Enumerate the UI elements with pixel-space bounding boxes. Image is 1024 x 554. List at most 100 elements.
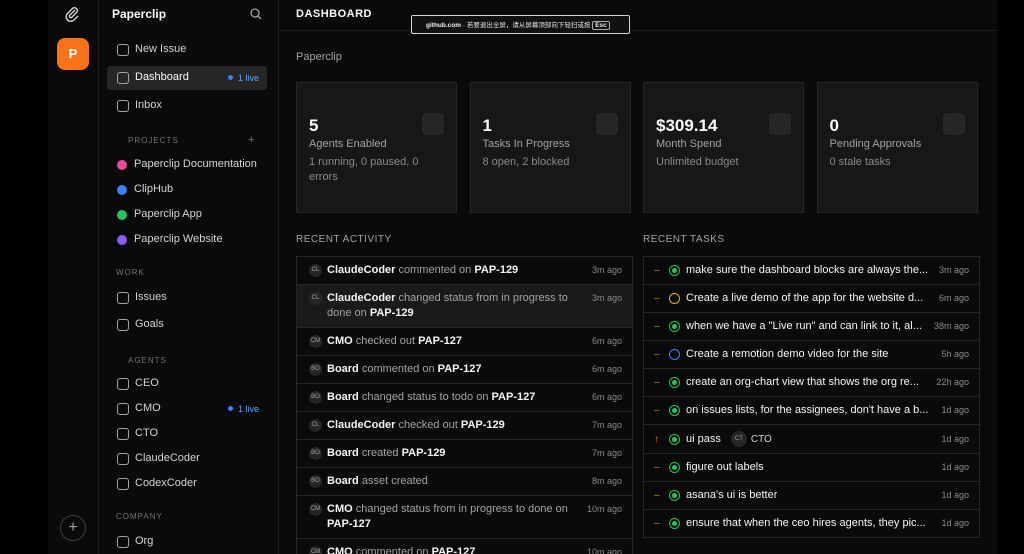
- project-dot: [117, 185, 127, 195]
- actor-avatar: CM: [309, 335, 322, 348]
- status-dot: [672, 521, 677, 526]
- metric-card: 5 Agents Enabled 1 running, 0 paused, 0 er…: [296, 82, 457, 213]
- actor-name: CMO: [327, 503, 353, 515]
- activity-row[interactable]: CL ClaudeCoder checked out PAP-129 7m ago: [297, 412, 632, 440]
- actor-avatar: CL: [309, 264, 322, 277]
- activity-text: Board asset created: [327, 474, 577, 489]
- task-row[interactable]: – Create a remotion demo video for the si…: [644, 341, 979, 369]
- add-company-button[interactable]: +: [60, 515, 86, 541]
- activity-time: 6m ago: [591, 336, 622, 346]
- activity-action: checked out: [355, 335, 416, 347]
- activity-text: CMO changed status from in progress to d…: [327, 502, 577, 532]
- task-title: Create a live demo of the app for the we…: [686, 292, 924, 304]
- logo-icon: [65, 7, 79, 22]
- task-title: create an org-chart view that shows the …: [686, 376, 919, 388]
- activity-row[interactable]: BO Board commented on PAP-127 6m ago: [297, 356, 632, 384]
- nav-item[interactable]: CMO 1 live: [107, 397, 267, 421]
- section-heading: PROJECTS: [128, 136, 179, 145]
- actor-avatar: BO: [309, 447, 322, 460]
- nav-item[interactable]: ClaudeCoder: [107, 447, 267, 471]
- live-badge: 1 live: [228, 404, 259, 414]
- nav-item[interactable]: Issues: [107, 286, 267, 310]
- activity-time: 7m ago: [591, 420, 622, 430]
- activity-action: commented on: [355, 546, 429, 554]
- activity-row[interactable]: CL ClaudeCoder commented on PAP-129 3m ago: [297, 257, 632, 285]
- card-icon: [422, 113, 444, 135]
- activity-time: 7m ago: [591, 448, 622, 458]
- nav-label: CEO: [135, 377, 159, 389]
- nav-item[interactable]: Paperclip App: [107, 203, 267, 227]
- task-row[interactable]: – when we have a "Live run" and can link …: [644, 313, 979, 341]
- actor-name: Board: [327, 475, 359, 487]
- nav-item[interactable]: CTO: [107, 422, 267, 446]
- nav-item[interactable]: Inbox: [107, 94, 267, 118]
- nav-item[interactable]: Paperclip Documentation: [107, 153, 267, 177]
- nav-icon: [117, 100, 129, 112]
- task-time: 1d ago: [941, 462, 969, 472]
- activity-action: changed status from in progress to done …: [355, 503, 568, 515]
- activity-heading: RECENT ACTIVITY: [296, 234, 392, 245]
- status-icon: [669, 265, 680, 276]
- activity-row[interactable]: CL ClaudeCoder changed status from in pro…: [297, 285, 632, 328]
- card-icon: [595, 113, 618, 135]
- activity-row[interactable]: CM CMO commented on PAP-127 10m ago: [297, 539, 632, 554]
- nav-item[interactable]: Paperclip Website: [107, 228, 267, 252]
- task-title: asana's ui is better: [686, 489, 778, 501]
- nav-item[interactable]: CEO: [107, 372, 267, 396]
- task-row[interactable]: ↑ ui pass CT CTO 1d ago: [644, 425, 979, 454]
- task-time: 1d ago: [941, 405, 969, 415]
- task-title: on issues lists, for the assignees, don'…: [686, 404, 929, 416]
- company-avatar[interactable]: P: [57, 38, 89, 70]
- task-title: ui pass: [686, 432, 721, 445]
- nav-icon: [117, 72, 129, 84]
- nav-item[interactable]: CodexCoder: [107, 472, 267, 496]
- task-row[interactable]: – make sure the dashboard blocks are alwa…: [644, 257, 979, 285]
- actor-avatar: CM: [309, 546, 322, 554]
- status-icon: [669, 377, 680, 388]
- task-row[interactable]: – figure out labels 1d ago: [644, 454, 979, 482]
- nav-label: Paperclip Website: [134, 233, 223, 245]
- task-row[interactable]: – on issues lists, for the assignees, don…: [644, 397, 979, 425]
- nav-icon: [117, 403, 129, 415]
- sidebar-title: Paperclip: [112, 7, 167, 21]
- nav-label: Dashboard: [135, 71, 189, 83]
- issue-ref: PAP-127: [437, 363, 482, 375]
- activity-row[interactable]: BO Board changed status to todo on PAP-12…: [297, 384, 632, 412]
- issue-ref: PAP-129: [401, 447, 446, 459]
- actor-avatar: CL: [309, 419, 322, 432]
- activity-row[interactable]: BO Board asset created 8m ago: [297, 468, 632, 496]
- activity-text: Board commented on PAP-127: [327, 362, 577, 377]
- nav-icon: [117, 378, 129, 390]
- task-row[interactable]: – create an org-chart view that shows the…: [644, 369, 979, 397]
- activity-text: ClaudeCoder changed status from in progr…: [327, 291, 577, 321]
- nav-item[interactable]: Dashboard 1 live: [107, 66, 267, 90]
- status-dot: [672, 436, 677, 442]
- actor-name: Board: [327, 391, 359, 403]
- activity-row[interactable]: CM CMO checked out PAP-127 6m ago: [297, 328, 632, 356]
- status-dot: [672, 268, 677, 273]
- search-icon[interactable]: [250, 8, 262, 20]
- section-heading: WORK: [116, 268, 145, 277]
- task-time: 1d ago: [941, 490, 969, 500]
- activity-row[interactable]: CM CMO changed status from in progress to…: [297, 496, 632, 539]
- activity-action: changed status to todo on: [361, 391, 489, 403]
- nav-item[interactable]: Goals: [107, 313, 267, 337]
- nav-item[interactable]: Org: [107, 530, 267, 554]
- task-row[interactable]: – ensure that when the ceo hires agents, …: [644, 510, 979, 538]
- priority-icon: –: [654, 518, 660, 529]
- actor-name: CMO: [327, 546, 353, 554]
- task-title: figure out labels: [686, 461, 764, 473]
- task-time: 6m ago: [938, 293, 969, 303]
- task-row[interactable]: – asana's ui is better 1d ago: [644, 482, 979, 510]
- nav-item[interactable]: New Issue: [107, 38, 267, 62]
- priority-icon: –: [654, 462, 660, 473]
- status-dot: [672, 408, 677, 413]
- priority-icon: –: [654, 490, 660, 501]
- priority-icon: –: [654, 265, 660, 276]
- nav-item[interactable]: ClipHub: [107, 178, 267, 202]
- task-row[interactable]: – Create a live demo of the app for the w…: [644, 285, 979, 313]
- activity-row[interactable]: BO Board created PAP-129 7m ago: [297, 440, 632, 468]
- actor-name: ClaudeCoder: [327, 292, 396, 304]
- task-title: Create a remotion demo video for the sit…: [686, 348, 889, 360]
- card-label: Pending Approvals: [829, 138, 922, 150]
